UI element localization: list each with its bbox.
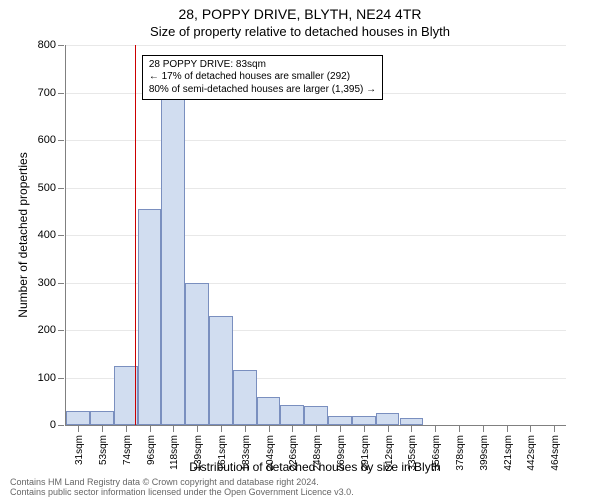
histogram-bar [304,406,328,425]
x-tick [102,426,103,432]
x-tick [483,426,484,432]
x-tick [530,426,531,432]
x-tick [126,426,127,432]
x-tick [507,426,508,432]
x-tick [269,426,270,432]
histogram-bar [352,416,376,426]
histogram-bar [185,283,209,426]
y-tick-label: 0 [50,419,66,431]
x-tick [78,426,79,432]
chart-subtitle: Size of property relative to detached ho… [0,24,600,39]
x-tick [435,426,436,432]
histogram-bar [328,416,352,426]
x-tick [150,426,151,432]
y-tick-label: 600 [38,134,66,146]
chart-title: 28, POPPY DRIVE, BLYTH, NE24 4TR [0,6,600,22]
histogram-bar [376,413,400,425]
histogram-bar [257,397,281,426]
y-axis-label: Number of detached properties [16,45,30,425]
x-tick [340,426,341,432]
x-tick [292,426,293,432]
x-tick [411,426,412,432]
histogram-bar [233,370,257,425]
grid-line [66,140,566,141]
histogram-bar [161,83,185,425]
annotation-line: 80% of semi-detached houses are larger (… [149,84,376,97]
x-tick [245,426,246,432]
histogram-bar [114,366,138,425]
y-tick-label: 400 [38,229,66,241]
x-tick [554,426,555,432]
annotation-line: ← 17% of detached houses are smaller (29… [149,71,376,84]
histogram-bar [90,411,114,425]
histogram-bar [400,418,424,425]
histogram-bar [209,316,233,425]
y-tick-label: 200 [38,324,66,336]
y-tick-label: 800 [38,39,66,51]
x-tick [173,426,174,432]
y-tick-label: 700 [38,87,66,99]
y-tick-label: 300 [38,277,66,289]
chart-container: 28, POPPY DRIVE, BLYTH, NE24 4TR Size of… [0,0,600,500]
x-axis-label: Distribution of detached houses by size … [65,460,565,474]
x-tick [364,426,365,432]
footer-line-2: Contains public sector information licen… [10,488,590,498]
grid-line [66,188,566,189]
y-tick-label: 500 [38,182,66,194]
annotation-box: 28 POPPY DRIVE: 83sqm← 17% of detached h… [142,55,383,101]
grid-line [66,45,566,46]
x-tick [197,426,198,432]
x-tick [221,426,222,432]
histogram-bar [280,405,304,425]
y-tick-label: 100 [38,372,66,384]
footer-credits: Contains HM Land Registry data © Crown c… [10,478,590,498]
x-tick [459,426,460,432]
histogram-bar [66,411,90,425]
x-tick [388,426,389,432]
x-tick [316,426,317,432]
annotation-line: 28 POPPY DRIVE: 83sqm [149,59,376,72]
plot-area: 010020030040050060070080031sqm53sqm74sqm… [65,45,566,426]
histogram-bar [138,209,162,425]
